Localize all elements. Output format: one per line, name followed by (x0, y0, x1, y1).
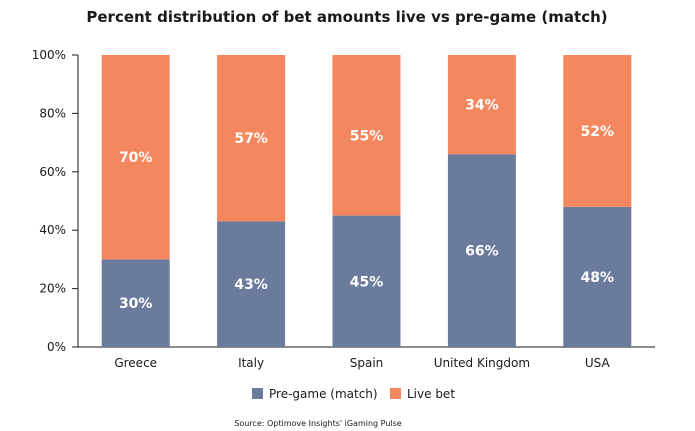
x-axis: Greece Italy Spain United Kingdom USA (114, 356, 610, 370)
legend: Pre-game (match) Live bet (252, 387, 455, 401)
bar-segment (563, 206, 632, 347)
y-tick-label: 20% (39, 282, 66, 296)
data-label: 43% (234, 277, 268, 293)
data-label: 30% (119, 296, 153, 312)
y-tick-label: 40% (39, 223, 66, 237)
data-label: 70% (119, 150, 153, 166)
x-tick-label: Spain (350, 356, 384, 370)
data-label: 55% (350, 128, 384, 144)
plot-area: 30% 70% 43% 57% 45% 55% 66% 34% 48% 52% (101, 55, 632, 347)
y-tick-label: 80% (39, 106, 66, 120)
data-label: 45% (350, 274, 384, 290)
bar-segment (217, 55, 286, 222)
data-label: 66% (465, 244, 499, 260)
bar-segment (332, 215, 401, 347)
data-label: 52% (581, 124, 615, 140)
x-tick-label: USA (585, 356, 611, 370)
bar-segment (563, 55, 632, 207)
y-tick-label: 100% (32, 48, 66, 62)
legend-swatch (390, 388, 401, 399)
chart-title: Percent distribution of bet amounts live… (86, 8, 607, 26)
legend-label: Pre-game (match) (269, 387, 378, 401)
data-label: 34% (465, 98, 499, 114)
x-tick-label: Greece (114, 356, 157, 370)
bar-segment (217, 221, 286, 347)
y-tick-label: 60% (39, 165, 66, 179)
source-note: Source: Optimove Insights' iGaming Pulse (234, 419, 402, 428)
bar-segment (447, 55, 516, 155)
legend-swatch (252, 388, 263, 399)
data-label: 57% (234, 131, 268, 147)
bar-segment (447, 154, 516, 347)
data-label: 48% (581, 270, 615, 286)
x-tick-label: Italy (238, 356, 264, 370)
legend-label: Live bet (407, 387, 455, 401)
y-tick-label: 0% (47, 340, 66, 354)
bar-segment (101, 55, 170, 260)
x-tick-label: United Kingdom (434, 356, 530, 370)
bar-segment (101, 259, 170, 347)
bar-segment (332, 55, 401, 216)
